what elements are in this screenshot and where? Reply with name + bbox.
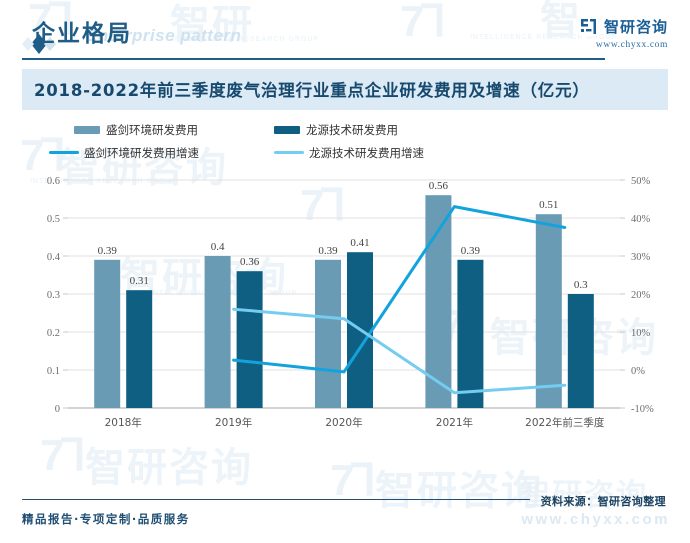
legend-label: 龙源技术研发费用增速: [309, 145, 424, 160]
bar-value-label: 0.3: [574, 279, 588, 291]
chart-svg: 0 0.1 0.2 0.3 0.4 0.5 0.6 -10% 0% 10% 20% 30% 40% 50%…: [47, 176, 654, 429]
page-header: 企业格局 Enterprise pattern 智研咨询 www.chyxx.c…: [0, 0, 690, 62]
legend-line-icon: [49, 150, 79, 155]
chart-line: [232, 204, 567, 373]
legend-item-longyuan-growth[interactable]: 龙源技术研发费用增速: [274, 145, 424, 161]
brand-url[interactable]: www.chyxx.com: [595, 40, 668, 50]
bar-value-label: 0.41: [350, 237, 369, 249]
legend-label: 盛剑环境研发费用: [106, 122, 198, 137]
bar-value-label: 0.51: [539, 199, 558, 211]
chart-bar: [535, 213, 562, 408]
legend-swatch-icon: [74, 125, 100, 134]
bar-value-label: 0.31: [130, 275, 149, 287]
source-note: 资料来源：智研咨询整理: [540, 495, 666, 508]
y-axis-tick-label: 0.3: [47, 290, 60, 301]
bar-value-label: 0.39: [318, 244, 338, 256]
bar-value-label: 0.36: [240, 256, 260, 268]
chart-bar: [204, 255, 231, 408]
legend-label: 盛剑环境研发费用增速: [84, 145, 199, 160]
bar-value-label: 0.39: [98, 244, 118, 256]
x-axis-category-label: 2019年: [215, 416, 252, 429]
y2-axis-tick-label: 30%: [631, 252, 651, 263]
legend-item-shengjian-expense[interactable]: 盛剑环境研发费用: [74, 122, 274, 138]
chart-bar: [567, 293, 594, 408]
y-axis-tick-label: 0.2: [47, 328, 60, 339]
zhiyan-logo-icon: [578, 17, 598, 36]
legend-label: 龙源技术研发费用: [306, 122, 398, 137]
legend-item-longyuan-expense[interactable]: 龙源技术研发费用: [274, 122, 398, 138]
chart-plot-area: 0 0.1 0.2 0.3 0.4 0.5 0.6 -10% 0% 10% 20% 30% 40% 50%…: [22, 168, 668, 430]
chart-line: [232, 307, 567, 394]
header-title-group: 企业格局 Enterprise pattern: [22, 14, 241, 54]
y-axis-tick-label: 0.4: [47, 252, 61, 263]
page-footer: 资料来源：智研咨询整理 www.chyxx.com 精品报告·专项定制·品质服务: [0, 491, 690, 543]
chart-bar: [126, 289, 153, 408]
chart-legend: 盛剑环境研发费用 龙源技术研发费用 盛剑环境研发费用增速 龙源技术研发费用增速: [22, 122, 668, 161]
brand-name: 智研咨询: [603, 18, 668, 36]
legend-item-shengjian-growth[interactable]: 盛剑环境研发费用增速: [49, 145, 274, 161]
chart-bar: [94, 259, 121, 408]
bar-value-label: 0.4: [211, 241, 225, 253]
chart-card: 2018-2022年前三季度废气治理行业重点企业研发费用及增速（亿元） 盛剑环境…: [22, 68, 668, 467]
x-axis-category-label: 2018年: [105, 416, 142, 429]
y-axis-tick-label: 0.6: [47, 176, 60, 187]
y2-axis-tick-label: -10%: [631, 404, 654, 415]
y-axis-tick-label: 0.5: [47, 214, 60, 225]
legend-swatch-icon: [274, 125, 300, 134]
chart-bar: [236, 270, 263, 408]
x-axis-category-label: 2022年前三季度: [525, 416, 605, 429]
bar-value-label: 0.56: [429, 180, 449, 192]
y-axis-tick-label: 0: [55, 404, 60, 415]
x-axis-category-label: 2020年: [325, 416, 362, 429]
footer-watermark-url: www.chyxx.com: [521, 511, 670, 528]
y-axis-tick-label: 0.1: [47, 366, 60, 377]
legend-line-icon: [274, 150, 304, 155]
footer-tagline: 精品报告·专项定制·品质服务: [22, 512, 190, 526]
y2-axis-tick-label: 50%: [631, 176, 651, 187]
chart-title: 2018-2022年前三季度废气治理行业重点企业研发费用及增速（亿元）: [22, 68, 668, 110]
bar-value-label: 0.39: [461, 244, 481, 256]
chart-bar: [315, 259, 341, 408]
brand-block[interactable]: 智研咨询 www.chyxx.com: [578, 16, 668, 52]
y2-axis-tick-label: 0%: [631, 366, 645, 377]
page-title: 企业格局: [32, 21, 132, 47]
header-divider: [0, 58, 690, 60]
y2-axis-tick-label: 20%: [631, 290, 651, 301]
footer-divider: [22, 499, 530, 501]
x-axis-category-label: 2021年: [436, 416, 473, 429]
chart-bar: [457, 259, 484, 408]
y2-axis-tick-label: 40%: [631, 214, 651, 225]
y2-axis-tick-label: 10%: [631, 328, 651, 339]
